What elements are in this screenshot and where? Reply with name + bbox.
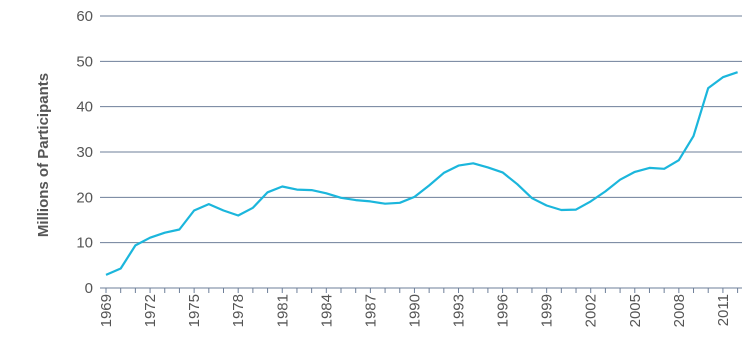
- y-tick-40: 40: [76, 99, 93, 116]
- x-tick-2008: 2008: [671, 294, 688, 327]
- x-tick-1996: 1996: [495, 294, 512, 327]
- y-tick-30: 30: [76, 144, 93, 161]
- y-tick-60: 60: [76, 8, 93, 25]
- y-tick-labels: 0 10 20 30 40 50 60: [76, 8, 93, 297]
- x-tick-1993: 1993: [451, 294, 468, 327]
- x-tick-1972: 1972: [142, 294, 159, 327]
- y-tick-0: 0: [85, 280, 93, 297]
- x-tick-1975: 1975: [186, 294, 203, 327]
- participants-line: [105, 71, 738, 276]
- series: [105, 71, 738, 276]
- x-tick-1978: 1978: [230, 294, 247, 327]
- x-axis: [105, 287, 742, 293]
- x-tick-1999: 1999: [539, 294, 556, 327]
- x-tick-1969: 1969: [98, 294, 115, 327]
- x-tick-2002: 2002: [583, 294, 600, 327]
- gridlines: [100, 15, 742, 289]
- x-tick-1984: 1984: [318, 294, 335, 327]
- y-axis-title: Millions of Participants: [35, 73, 52, 237]
- x-tick-2005: 2005: [627, 294, 644, 327]
- x-tick-1990: 1990: [406, 294, 423, 327]
- x-tick-2011: 2011: [715, 294, 732, 326]
- x-tick-1987: 1987: [362, 294, 379, 327]
- x-tick-1981: 1981: [274, 294, 291, 327]
- y-tick-50: 50: [76, 53, 93, 70]
- y-tick-10: 10: [76, 235, 93, 252]
- x-tick-labels: 1969 1972 1975 1978 1981 1984 1987 1990 1993 1996…: [98, 294, 732, 327]
- y-tick-20: 20: [76, 189, 93, 206]
